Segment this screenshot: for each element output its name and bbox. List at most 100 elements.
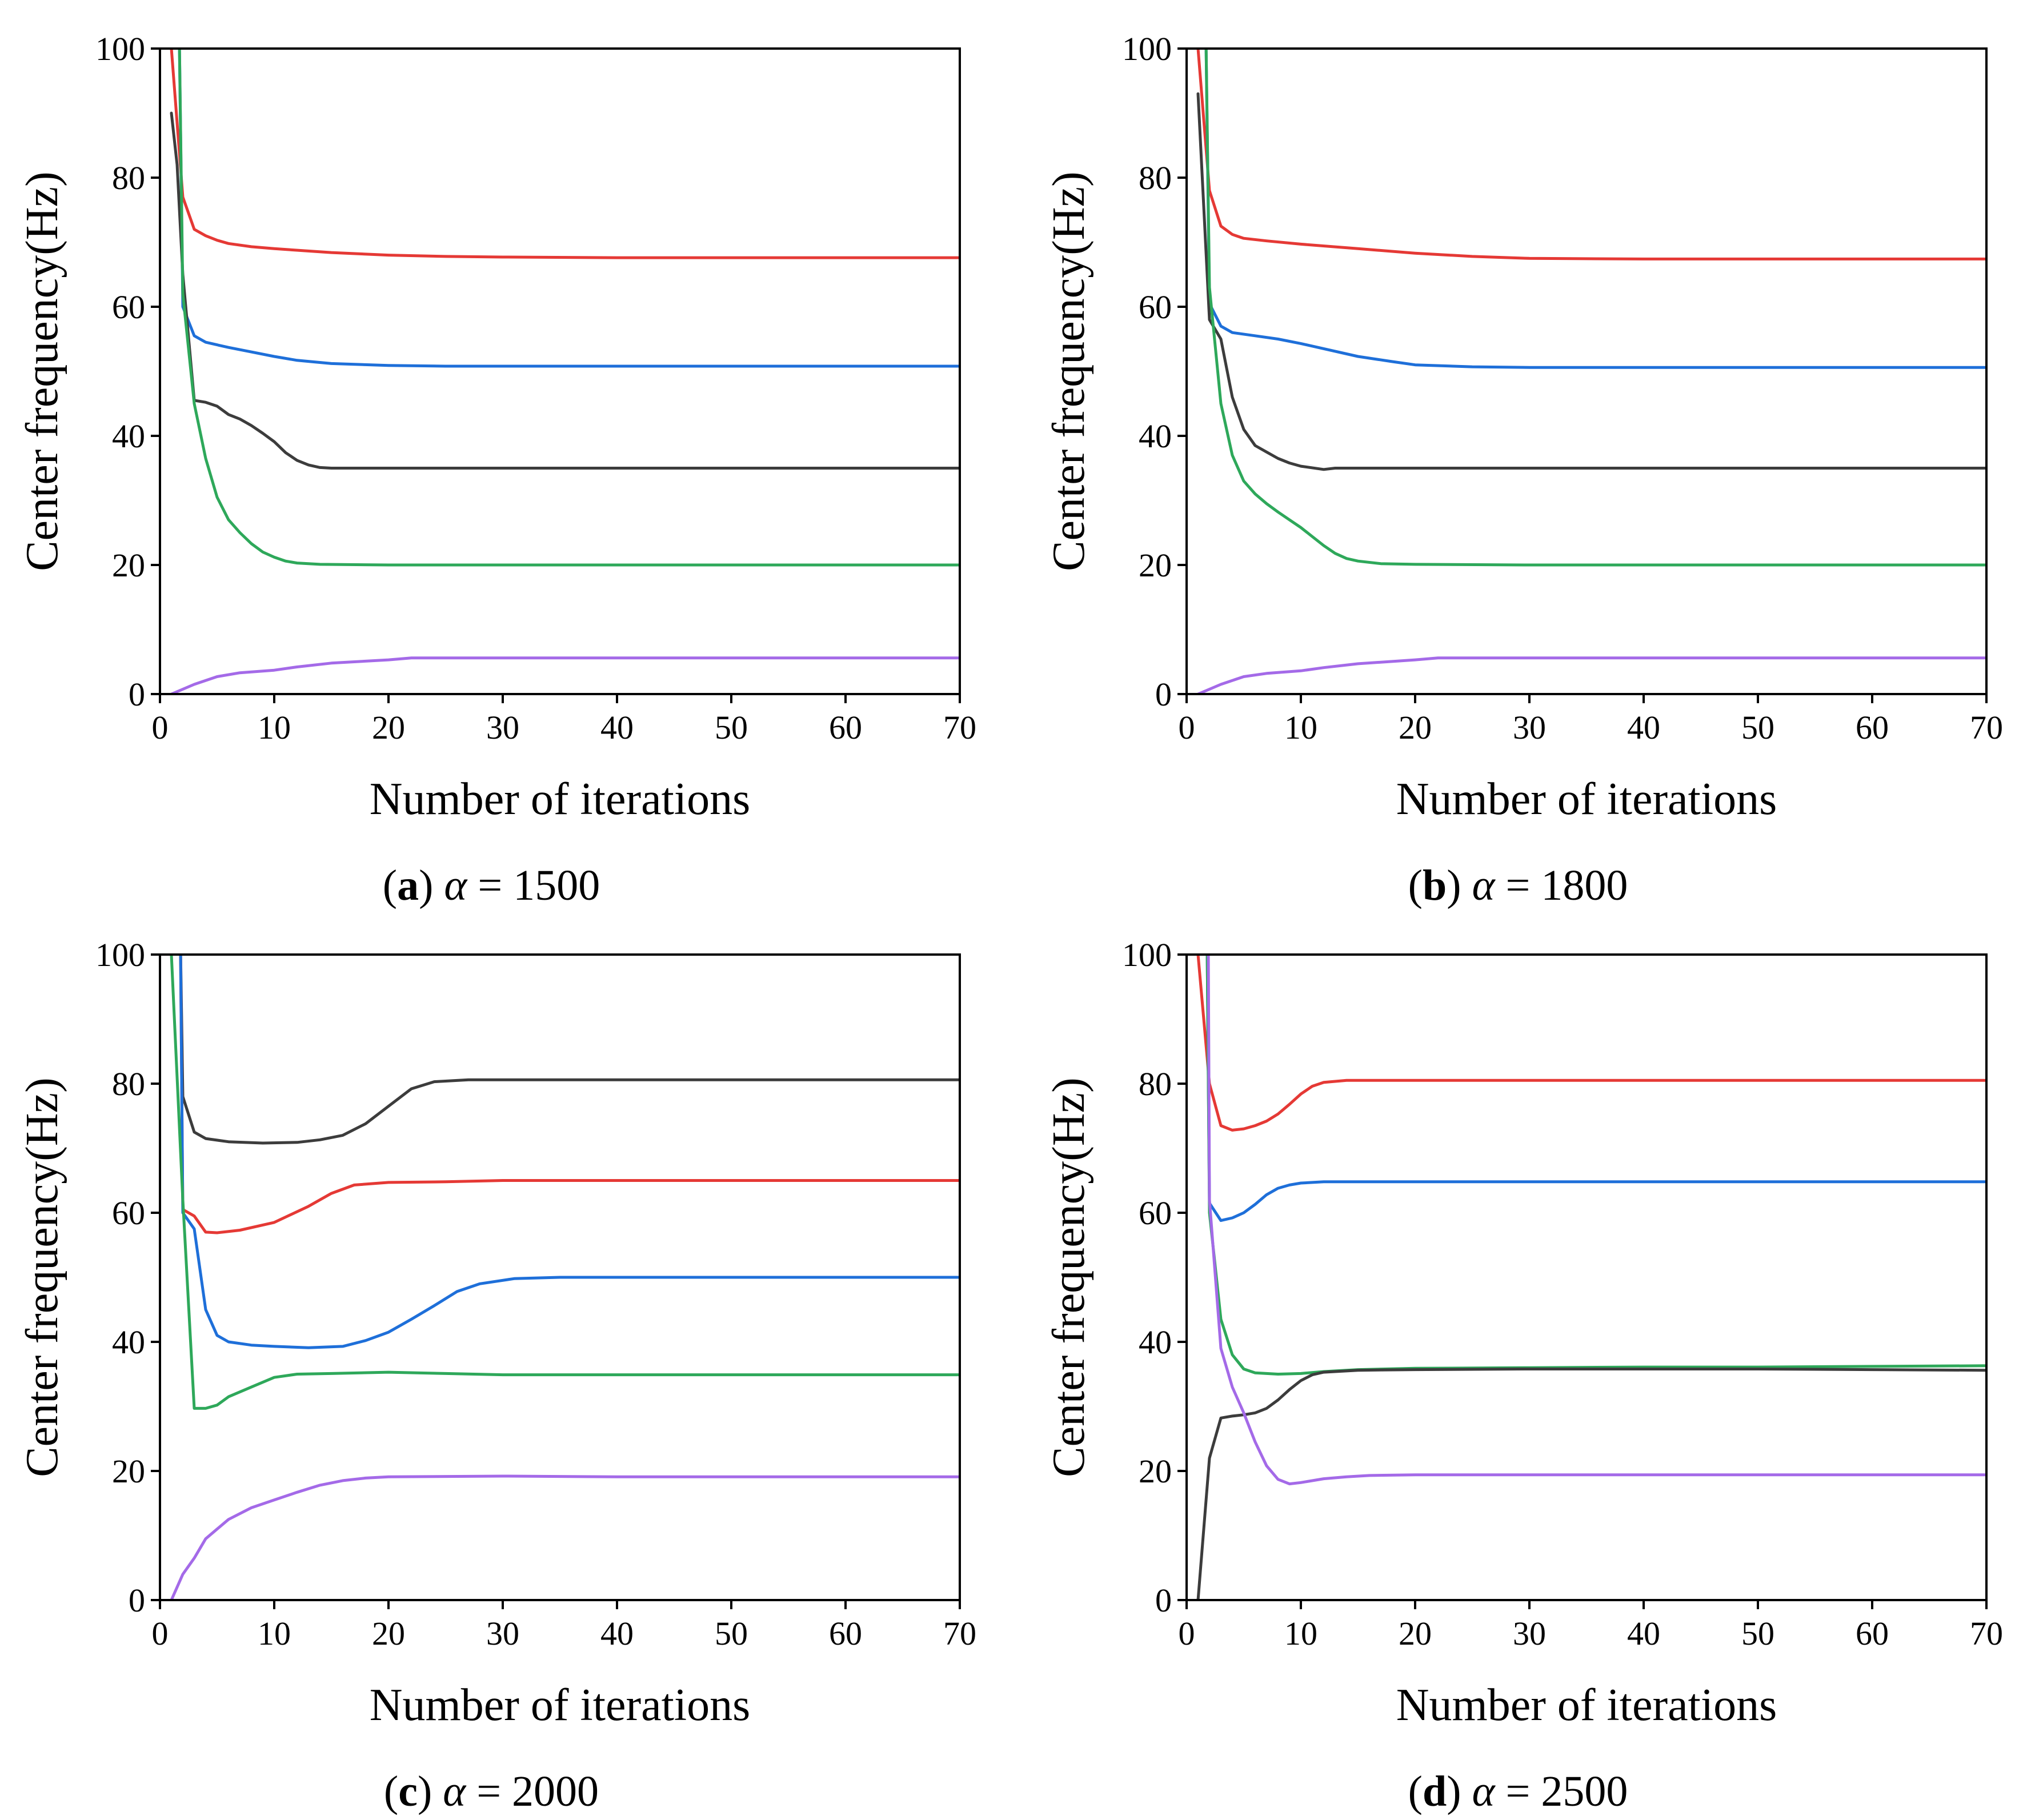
series-line-green (1205, 955, 1986, 1376)
y-tick-label: 40 (1139, 418, 1172, 455)
caption-alpha-symbol: α (1472, 861, 1496, 909)
caption-close-paren: ) (1447, 1767, 1472, 1815)
series-line-blue (1205, 955, 1986, 1222)
series-line-red (1196, 49, 1986, 260)
series-group (1196, 955, 1986, 1600)
caption-alpha-value: = 1500 (467, 861, 600, 909)
x-tick-label: 10 (1284, 709, 1317, 746)
y-tick-label: 0 (1155, 1582, 1172, 1619)
x-tick-label: 60 (1856, 709, 1889, 746)
x-tick-label: 70 (1970, 1615, 2003, 1652)
y-tick-label: 0 (129, 1582, 145, 1619)
x-tick-label: 50 (1741, 1615, 1774, 1652)
y-tick-label: 40 (1139, 1324, 1172, 1361)
y-tick-label: 60 (112, 288, 145, 326)
y-tick-label: 60 (1139, 288, 1172, 326)
x-tick-label: 40 (600, 1615, 634, 1652)
y-tick-label: 20 (1139, 1453, 1172, 1490)
x-tick-label: 70 (1970, 709, 2003, 746)
panel-caption: (b) α = 1800 (1408, 861, 1628, 909)
y-tick-label: 60 (112, 1194, 145, 1232)
x-tick-label: 0 (152, 709, 169, 746)
caption-alpha-symbol: α (444, 861, 468, 909)
y-tick-label: 100 (1122, 936, 1172, 973)
y-tick-label: 80 (1139, 1065, 1172, 1103)
x-tick-label: 60 (829, 709, 862, 746)
plot-frame (159, 953, 961, 1601)
series-group (170, 49, 960, 694)
series-line-black (179, 955, 960, 1145)
x-tick-label: 60 (829, 1615, 862, 1652)
y-tick-label: 100 (1122, 30, 1172, 67)
caption-open-paren: ( (383, 861, 397, 909)
x-tick-label: 70 (943, 1615, 976, 1652)
x-axis-title: Number of iterations (1396, 774, 1777, 824)
x-tick-label: 0 (152, 1615, 169, 1652)
caption-open-paren: ( (384, 1767, 398, 1815)
plot-frame (1185, 953, 1988, 1601)
series-line-blue (179, 955, 960, 1349)
caption-close-paren: ) (1447, 861, 1472, 909)
series-line-purple (1196, 656, 1986, 694)
panel-caption: (c) α = 2000 (384, 1767, 599, 1815)
series-line-green (178, 49, 960, 567)
series-line-blue (178, 49, 960, 368)
panel-d-chart: 0 10 20 30 40 50 60 70 0 20 40 60 80 100 Number of ite… (1044, 936, 2003, 1815)
x-tick-label: 0 (1179, 1615, 1195, 1652)
y-axis-title: Center frequency(Hz) (1044, 1077, 1094, 1477)
x-tick-label: 20 (1399, 709, 1432, 746)
x-tick-label: 50 (1741, 709, 1774, 746)
caption-alpha-value: = 2500 (1495, 1767, 1628, 1815)
y-tick-label: 20 (1139, 547, 1172, 584)
y-tick-label: 40 (112, 418, 145, 455)
plot-frame (159, 47, 961, 695)
x-tick-label: 30 (1513, 1615, 1546, 1652)
panel-b-chart: 0 10 20 30 40 50 60 70 0 20 40 60 80 100 Number of ite… (1044, 30, 2003, 909)
x-tick-label: 30 (486, 1615, 519, 1652)
caption-letter: b (1423, 861, 1447, 909)
x-tick-label: 70 (943, 709, 976, 746)
y-tick-label: 80 (112, 1065, 145, 1103)
y-tick-label: 100 (95, 30, 145, 67)
series-line-red (179, 955, 960, 1234)
x-axis-title: Number of iterations (1396, 1680, 1777, 1730)
x-tick-label: 60 (1856, 1615, 1889, 1652)
series-line-blue (1204, 49, 1986, 369)
caption-letter: c (398, 1767, 418, 1815)
x-tick-label: 20 (372, 709, 405, 746)
x-tick-label: 0 (1179, 709, 1195, 746)
y-tick-label: 80 (1139, 159, 1172, 197)
y-tick-label: 20 (112, 1453, 145, 1490)
x-tick-label: 10 (258, 709, 291, 746)
series-line-red (1196, 955, 1986, 1132)
y-axis-title: Center frequency(Hz) (1044, 171, 1094, 571)
caption-close-paren: ) (419, 861, 444, 909)
series-line-purple (1207, 955, 1986, 1486)
y-axis-title: Center frequency(Hz) (17, 171, 67, 571)
series-line-black (1196, 1368, 1986, 1600)
x-tick-label: 40 (1627, 1615, 1660, 1652)
x-tick-label: 10 (258, 1615, 291, 1652)
panel-a-chart: 0 10 20 30 40 50 60 70 0 20 40 60 80 100 Number of ite… (17, 30, 976, 909)
plot-frame (1185, 47, 1988, 695)
caption-letter: a (397, 861, 419, 909)
series-line-green (170, 955, 960, 1410)
series-line-purple (170, 656, 960, 694)
caption-open-paren: ( (1408, 861, 1423, 909)
series-line-green (1204, 49, 1986, 567)
series-group (170, 955, 960, 1600)
x-tick-label: 30 (1513, 709, 1546, 746)
x-tick-label: 40 (600, 709, 634, 746)
x-tick-label: 30 (486, 709, 519, 746)
x-tick-label: 50 (715, 709, 748, 746)
y-tick-label: 40 (112, 1324, 145, 1361)
x-tick-label: 20 (1399, 1615, 1432, 1652)
y-tick-label: 0 (129, 676, 145, 713)
x-tick-label: 50 (715, 1615, 748, 1652)
caption-close-paren: ) (418, 1767, 443, 1815)
x-axis-title: Number of iterations (370, 774, 750, 824)
caption-alpha-value: = 2000 (466, 1767, 599, 1815)
caption-alpha-symbol: α (1472, 1767, 1496, 1815)
x-axis-title: Number of iterations (370, 1680, 750, 1730)
